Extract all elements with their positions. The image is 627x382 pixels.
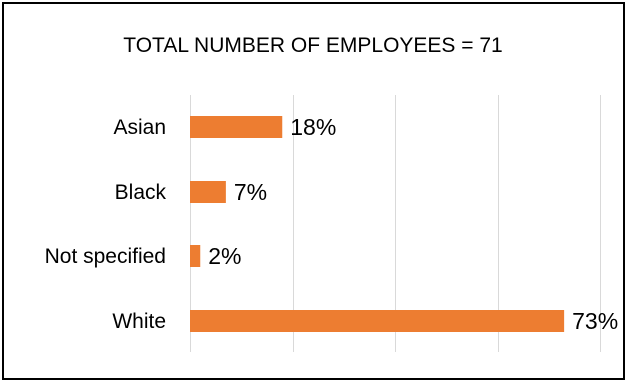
category-label: Black [115, 181, 167, 204]
data-label: 7% [234, 179, 267, 205]
value-labels: 18% 7% 2% 73% [208, 114, 618, 334]
category-label: Asian [113, 116, 166, 139]
data-label: 2% [208, 243, 241, 269]
data-label: 18% [290, 114, 336, 140]
category-label: Not specified [45, 245, 166, 268]
category-label: White [112, 310, 166, 333]
chart-title: TOTAL NUMBER OF EMPLOYEES = 71 [123, 34, 502, 57]
category-labels: Asian Black Not specified White [45, 116, 167, 333]
bar-black [190, 181, 226, 203]
bar-asian [190, 116, 283, 138]
bars [190, 116, 565, 332]
bar-not-specified [190, 245, 201, 267]
bar-white [190, 310, 565, 332]
data-label: 73% [572, 308, 618, 334]
